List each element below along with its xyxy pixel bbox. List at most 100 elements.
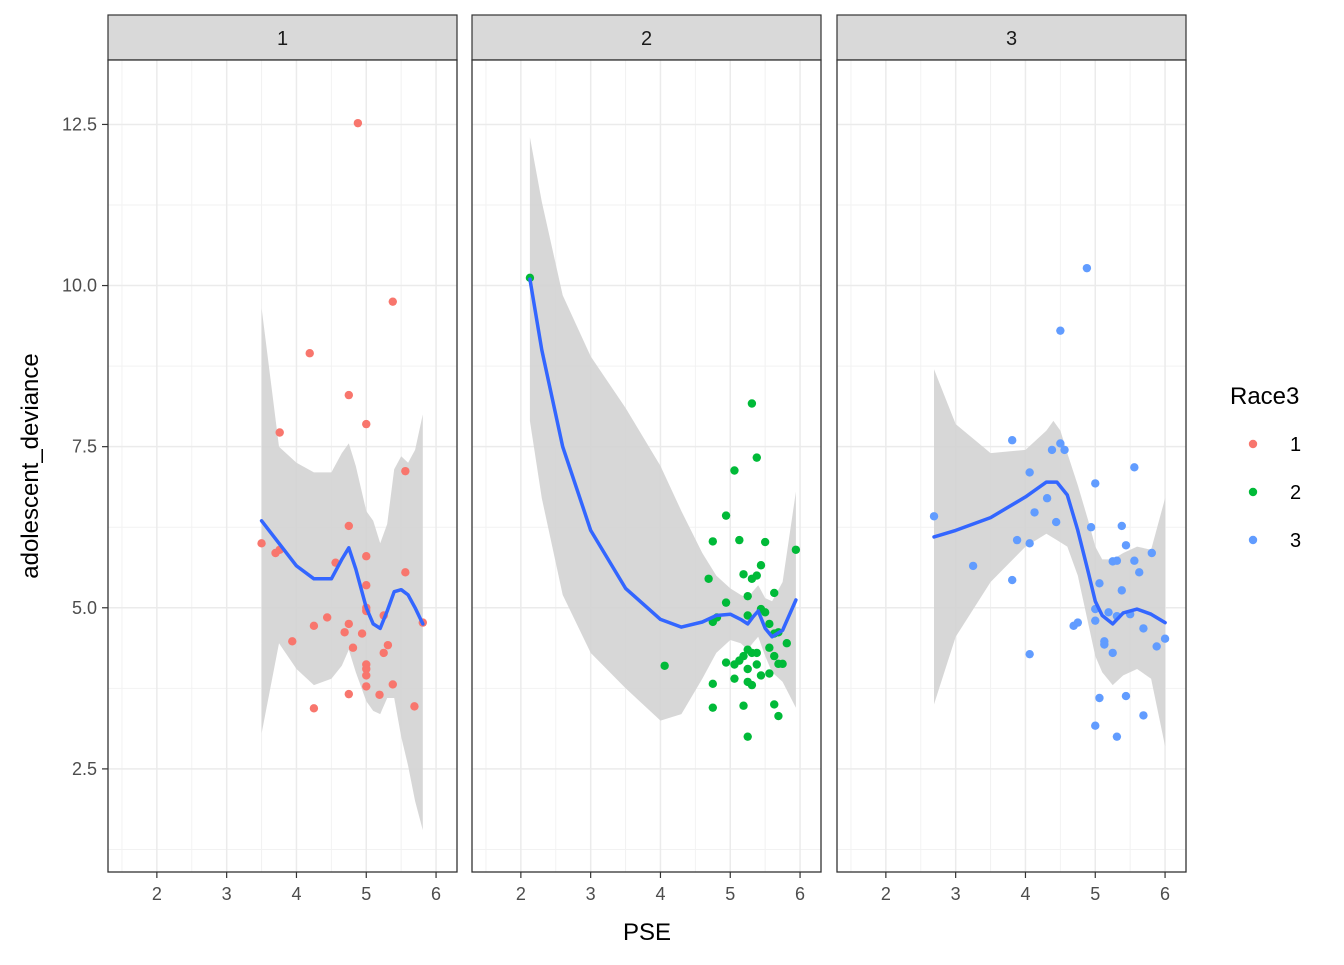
data-point [344, 689, 354, 699]
smooth-line [259, 519, 425, 631]
data-point [1147, 548, 1156, 558]
x-tick-label: 3 [222, 884, 232, 904]
confidence-band [261, 308, 423, 831]
facet-strip [107, 14, 458, 61]
facet-strip [836, 14, 1187, 61]
x-tick-label: 4 [655, 884, 665, 904]
facet-panel-2: 2 2 3 4 5 6 [471, 14, 822, 904]
legend: Race3 1 2 3 [1230, 383, 1301, 557]
data-point [1091, 721, 1100, 730]
facet-strip-label: 2 [641, 28, 652, 50]
data-point [362, 581, 371, 590]
data-point [348, 643, 358, 652]
data-point [1100, 640, 1109, 649]
data-point [730, 660, 739, 669]
data-point [353, 118, 363, 128]
data-point [1086, 523, 1096, 532]
data-point [288, 637, 297, 646]
data-point [388, 680, 397, 689]
panel-border [836, 59, 1187, 873]
data-point [778, 659, 787, 669]
data-point [765, 619, 774, 629]
data-point [1160, 634, 1170, 643]
data-point [1095, 693, 1104, 703]
data-point [401, 466, 410, 476]
data-point [1108, 648, 1117, 658]
data-point [756, 671, 766, 680]
data-point [379, 648, 388, 658]
data-point [743, 664, 752, 674]
data-point [739, 570, 748, 579]
data-point [760, 537, 770, 547]
y-axis: 2.5 5.0 7.5 10.0 12.5 [62, 114, 108, 779]
x-tick-label: 6 [431, 884, 441, 904]
data-point [344, 619, 354, 629]
legend-entries: 1 2 3 [1236, 427, 1301, 557]
data-point [1012, 535, 1022, 545]
y-tick-label: 2.5 [72, 759, 97, 779]
data-point [1051, 517, 1061, 527]
data-point [1095, 579, 1104, 588]
x-tick-label: 4 [1020, 884, 1030, 904]
data-point [747, 574, 757, 583]
data-point [752, 453, 761, 462]
data-point [752, 648, 761, 658]
data-point [704, 574, 713, 583]
data-point [1060, 445, 1069, 455]
x-tick-label: 6 [1160, 884, 1170, 904]
data-point [774, 711, 783, 721]
y-tick-label: 10.0 [62, 276, 97, 296]
legend-entry-2: 2 [1236, 475, 1301, 509]
facet-panel-1: 1 2 3 4 5 6 [107, 14, 458, 904]
data-point [782, 639, 791, 648]
legend-label: 2 [1290, 482, 1301, 504]
legend-title: Race3 [1230, 383, 1299, 410]
data-point [791, 545, 801, 554]
y-tick-label: 12.5 [62, 114, 97, 134]
confidence-band [529, 137, 796, 721]
data-point [1091, 616, 1100, 625]
data-point [770, 651, 779, 661]
x-tick-label: 6 [795, 884, 805, 904]
gridlines [472, 60, 821, 872]
panel-border [107, 59, 458, 873]
data-point [362, 552, 371, 561]
facet-panel-3: 3 2 3 4 5 6 [836, 14, 1187, 904]
data-point [1152, 642, 1161, 651]
data-point [305, 349, 314, 358]
data-point [309, 704, 319, 713]
x-tick-label: 3 [951, 884, 961, 904]
smooth-line [932, 480, 1167, 626]
y-axis-title: adolescent_deviance [17, 353, 44, 579]
data-point [756, 561, 766, 570]
data-point [1135, 568, 1144, 577]
data-point [1056, 439, 1065, 448]
legend-swatch [1248, 535, 1258, 545]
data-point [362, 664, 371, 674]
facet-panels: 1 2 3 4 5 6 2 2 3 4 5 6 3 2 3 4 5 6 [107, 14, 1187, 904]
data-point [1042, 494, 1052, 503]
legend-entry-3: 3 [1236, 523, 1301, 557]
data-point [760, 608, 770, 617]
smooth-line [528, 277, 798, 639]
panel-border [471, 59, 822, 873]
data-point [1091, 479, 1100, 488]
data-point [1121, 541, 1131, 550]
legend-label: 1 [1290, 434, 1301, 456]
x-tick-label: 3 [586, 884, 596, 904]
facet-strip-label: 1 [277, 28, 288, 50]
facet-strip-label: 3 [1006, 28, 1017, 50]
data-point [340, 628, 349, 637]
data-point [362, 671, 371, 680]
data-point [1117, 521, 1126, 531]
data-point [322, 613, 332, 622]
data-point [968, 561, 978, 571]
data-point [1007, 575, 1017, 585]
x-axis-title: PSE [623, 919, 671, 946]
data-points [257, 118, 427, 713]
data-point [770, 588, 779, 598]
data-point [309, 621, 319, 631]
facet-strip [471, 14, 822, 61]
x-tick-label: 2 [881, 884, 891, 904]
